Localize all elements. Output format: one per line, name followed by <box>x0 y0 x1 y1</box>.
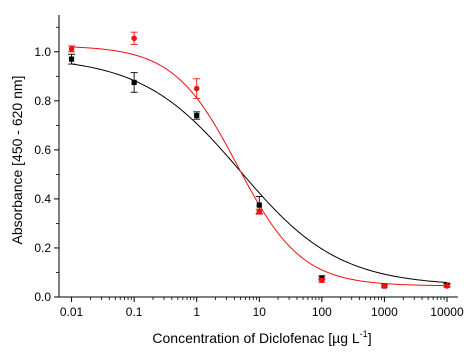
fit-curves <box>71 46 448 287</box>
y-tick-label: 1.0 <box>34 45 51 59</box>
data-point-circle <box>68 46 75 52</box>
x-tick-label: 10 <box>253 305 267 319</box>
x-axis-title-unit-exponent: -1 <box>360 329 368 339</box>
x-axis-title: Concentration of Diclofenac [µg L-1] <box>152 329 371 346</box>
data-point-square <box>68 56 75 62</box>
data-markers <box>68 31 451 289</box>
data-point-square <box>131 79 137 86</box>
x-tick-label: 0.1 <box>126 305 143 319</box>
y-tick-label: 0.4 <box>34 192 51 206</box>
data-point-circle <box>319 277 325 284</box>
y-tick-label: 0.2 <box>34 241 51 255</box>
x-tick-label: 1000 <box>371 305 398 319</box>
fit-curve-0 <box>71 63 448 284</box>
fit-curve-1 <box>71 46 447 287</box>
x-axis-title-close: ] <box>368 330 372 346</box>
x-tick-label: 100 <box>312 305 332 319</box>
x-tick-label: 10000 <box>430 305 464 319</box>
data-point-circle <box>381 283 388 289</box>
data-point-circle <box>444 283 450 289</box>
axes: 0.01 0.1 1 10 100 1000 10000 0.0 0.2 0.4 0.6 0.8 1.0 <box>34 15 464 319</box>
y-tick-label: 0.8 <box>34 94 51 108</box>
x-tick-label: 0.01 <box>60 305 84 319</box>
x-tick-label: 1 <box>193 305 200 319</box>
x-axis-title-main: Concentration of Diclofenac [µg L <box>152 330 360 346</box>
y-axis-title: Absorbance [450 - 620 nm] <box>9 76 25 245</box>
data-point-circle <box>131 35 137 42</box>
data-point-square <box>194 112 200 119</box>
data-point-circle <box>256 208 263 215</box>
data-point-circle <box>193 85 200 92</box>
data-point-square <box>256 202 262 208</box>
y-tick-label: 0.6 <box>34 143 51 157</box>
y-tick-label: 0.0 <box>34 290 51 304</box>
